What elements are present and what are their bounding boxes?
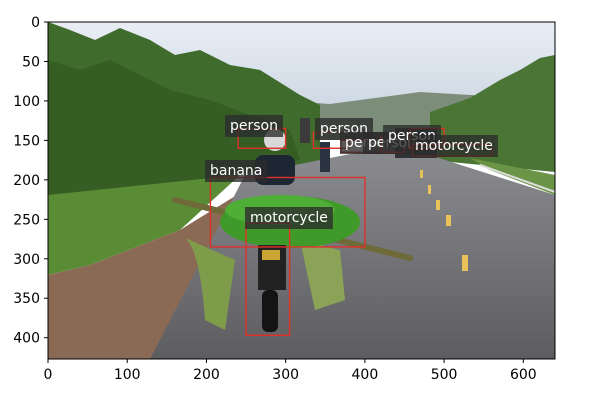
y-tick-label: 150 (13, 133, 40, 149)
y-tick-label: 200 (13, 173, 40, 189)
detection-label-bg (410, 135, 498, 157)
detection-label: motorcycle (415, 138, 493, 154)
detection-box (209, 176, 366, 248)
distant-person (320, 142, 330, 172)
edge-line (479, 164, 556, 193)
detection-label: person (230, 118, 278, 134)
license-plate (262, 250, 280, 260)
x-tick-label: 600 (510, 367, 537, 383)
detection-label: banana (210, 163, 262, 179)
left-grass (48, 175, 240, 275)
center-line (420, 170, 468, 271)
x-tick-label: 0 (44, 367, 53, 383)
rear-tire (262, 290, 278, 332)
y-tick-label: 0 (31, 15, 40, 31)
ticks-layer: 0 100 200 300 400 500 600 0 50 100 150 200 250 300 350… (13, 15, 536, 383)
x-tick-label: 100 (114, 367, 141, 383)
detections-layer: personpersonpersonpersonpersonmotorcycle… (205, 115, 498, 337)
detection-label-bg (225, 115, 283, 137)
detection-label-bg (245, 207, 333, 229)
detection-label-bg (205, 160, 268, 182)
y-tick-label: 400 (13, 331, 40, 347)
leaves-right (300, 240, 345, 310)
x-tick-label: 300 (272, 367, 299, 383)
y-tick-label: 250 (13, 212, 40, 228)
y-tick-label: 50 (22, 54, 40, 70)
x-tick-label: 200 (193, 367, 220, 383)
detection-label: motorcycle (250, 210, 328, 226)
y-tick-label: 300 (13, 252, 40, 268)
axes-frame (47, 21, 556, 360)
x-tick-label: 400 (352, 367, 379, 383)
leaves-left (185, 238, 235, 330)
x-tick-label: 500 (431, 367, 458, 383)
distant-figure (300, 118, 310, 143)
y-tick-label: 100 (13, 94, 40, 110)
y-tick-label: 350 (13, 291, 40, 307)
photo (48, 22, 556, 359)
